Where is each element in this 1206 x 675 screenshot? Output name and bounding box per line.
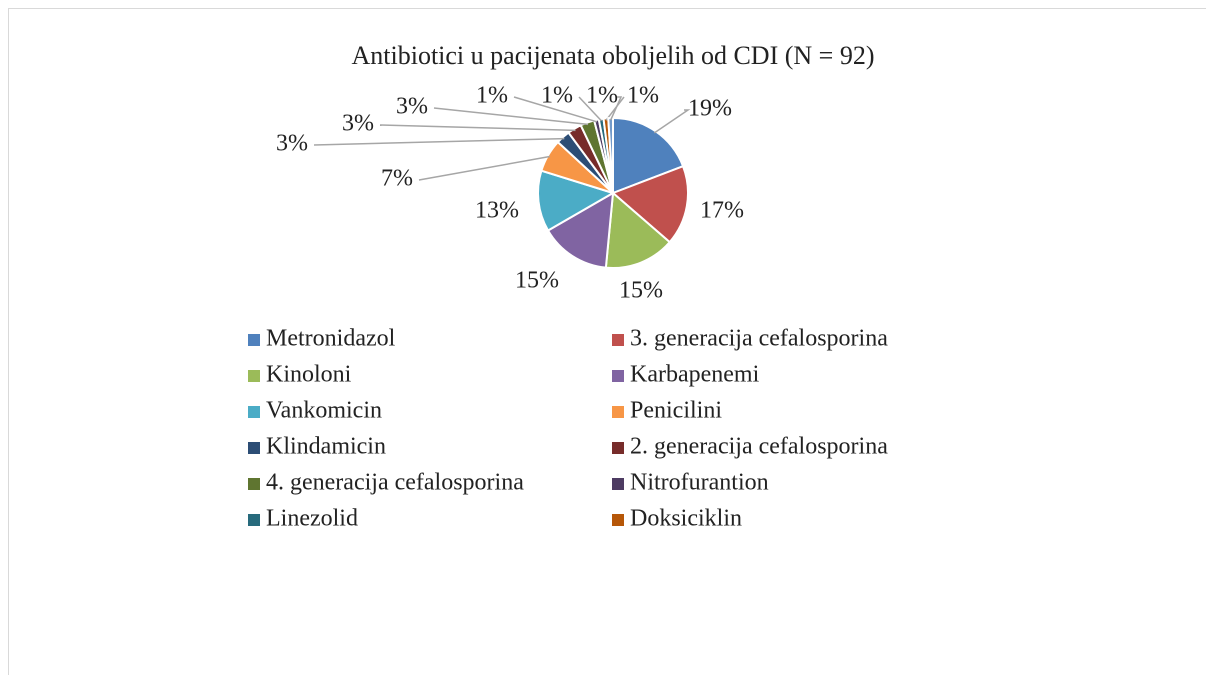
- leader-line: [578, 96, 603, 122]
- legend-swatch: [248, 406, 260, 418]
- pie-slice: [537, 169, 616, 232]
- legend-label: Doksiciklin: [630, 506, 742, 532]
- legend-label: 2. generacija cefalosporina: [630, 434, 888, 460]
- legend-label: Penicilini: [630, 398, 722, 424]
- pie-slice: [607, 116, 614, 194]
- data-label: 15%: [515, 268, 559, 294]
- legend-label: Karbapenemi: [630, 362, 760, 388]
- data-label: 7%: [381, 166, 413, 192]
- legend-swatch: [248, 478, 260, 490]
- legend-label: Klindamicin: [266, 434, 386, 460]
- data-label: 13%: [475, 198, 519, 224]
- legend-label: Vankomicin: [266, 398, 382, 424]
- legend-label: Metronidazol: [266, 326, 396, 352]
- legend-swatch: [248, 334, 260, 346]
- leader-line: [379, 124, 576, 132]
- legend-swatch: [612, 370, 624, 382]
- leader-line: [653, 109, 691, 134]
- legend-swatch: [612, 478, 624, 490]
- leader-line: [513, 96, 598, 123]
- legend-label: 4. generacija cefalosporina: [266, 470, 524, 496]
- legend-swatch: [612, 406, 624, 418]
- data-label: 3%: [276, 131, 308, 157]
- legend-swatch: [248, 370, 260, 382]
- data-label: 15%: [619, 278, 663, 304]
- data-label: 3%: [396, 94, 428, 120]
- data-label: 17%: [700, 198, 744, 224]
- data-label: 3%: [342, 111, 374, 137]
- chart-title: Antibiotici u pacijenata oboljelih od CD…: [352, 41, 875, 70]
- legend-label: Kinoloni: [266, 362, 352, 388]
- data-label: 1%: [476, 83, 508, 109]
- legend-label: Nitrofurantion: [630, 470, 769, 496]
- data-label: 19%: [688, 96, 732, 122]
- leader-line: [418, 155, 550, 181]
- leader-line: [313, 137, 565, 146]
- pie-slice: [611, 164, 689, 244]
- legend-swatch: [612, 442, 624, 454]
- pie-slice: [604, 190, 672, 269]
- legend-label: Linezolid: [266, 506, 358, 532]
- data-label: 1%: [627, 83, 659, 109]
- data-label: 1%: [541, 83, 573, 109]
- legend-label: 3. generacija cefalosporina: [630, 326, 888, 352]
- leader-line: [433, 107, 589, 126]
- legend-swatch: [248, 514, 260, 526]
- leader-line: [609, 96, 623, 121]
- pie-slice: [546, 191, 615, 269]
- legend-swatch: [248, 442, 260, 454]
- legend-swatch: [612, 514, 624, 526]
- data-label: 1%: [586, 83, 618, 109]
- legend-swatch: [612, 334, 624, 346]
